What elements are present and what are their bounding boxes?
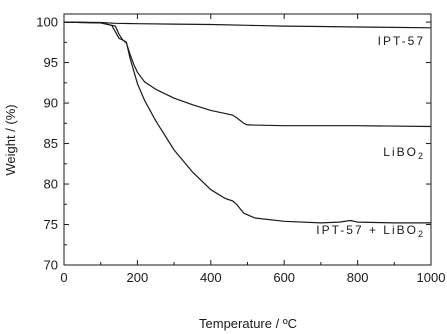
x-tick-label: 400 — [200, 270, 222, 285]
series-line-libo2 — [63, 21, 432, 128]
y-tick-label: 80 — [44, 177, 58, 192]
series-labels: IPT-57 LiBO2 IPT-57 + LiBO2 — [316, 34, 425, 239]
plot-frame — [63, 13, 432, 266]
y-tick-label: 75 — [44, 217, 58, 232]
y-axis-label: Weight / (%) — [3, 104, 18, 175]
x-tick-label: 800 — [347, 270, 369, 285]
y-axis-ticks: 70 75 80 85 90 95 100 — [36, 15, 431, 273]
series-group — [63, 21, 432, 224]
x-tick-label: 1000 — [417, 270, 446, 285]
x-tick-label: 600 — [273, 270, 295, 285]
y-tick-label: 100 — [36, 15, 58, 30]
x-tick-label: 200 — [127, 270, 149, 285]
y-tick-label: 90 — [44, 96, 58, 111]
y-tick-label: 95 — [44, 55, 58, 70]
series-line-ipt57 — [63, 21, 432, 29]
series-label-ipt57-libo2: IPT-57 + LiBO2 — [316, 223, 425, 239]
x-tick-label: 0 — [60, 270, 67, 285]
y-tick-label: 70 — [44, 258, 58, 273]
series-label-libo2: LiBO2 — [383, 145, 425, 161]
series-label-ipt57: IPT-57 — [378, 34, 425, 48]
x-axis-label: Temperature / ºC — [199, 316, 297, 331]
y-tick-label: 85 — [44, 136, 58, 151]
series-line-ipt57-libo2 — [63, 21, 431, 224]
x-axis-ticks: 0 200 400 600 800 1000 — [60, 14, 445, 285]
